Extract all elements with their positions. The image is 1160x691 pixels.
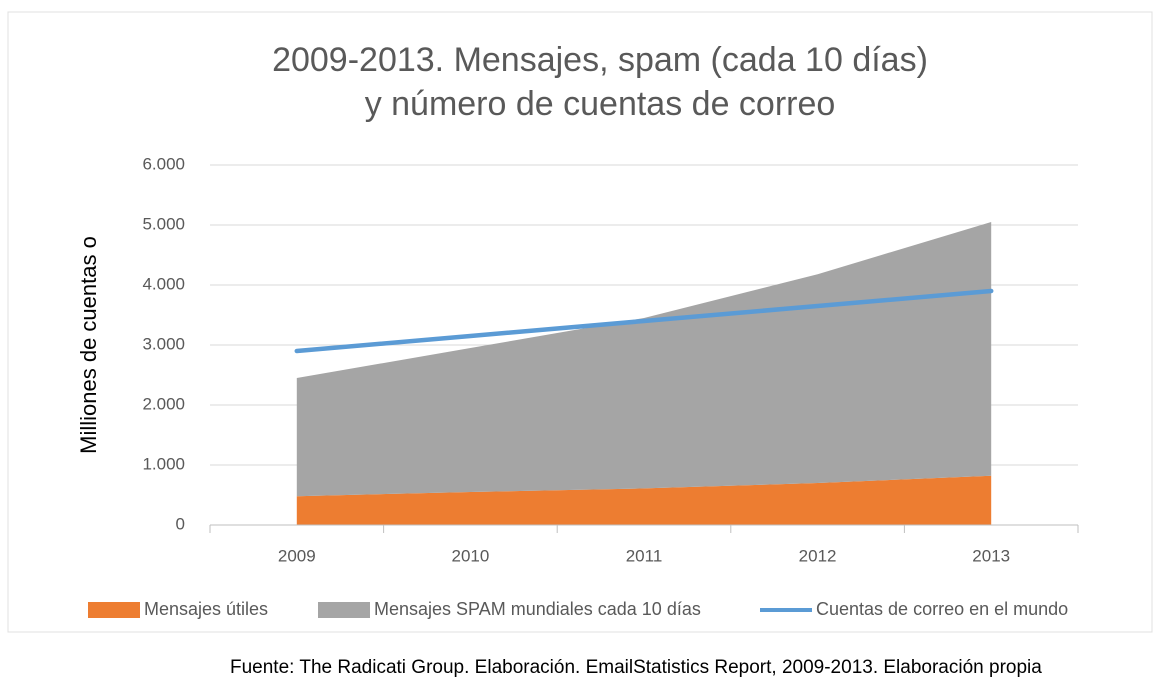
x-tick-label: 2011	[626, 546, 663, 565]
y-tick-label: 6.000	[142, 154, 185, 173]
source-note: Fuente: The Radicati Group. Elaboración.…	[230, 657, 1042, 678]
x-tick-label: 2009	[278, 546, 316, 565]
area	[296, 475, 992, 525]
area	[296, 222, 992, 497]
chart-title: y número de cuentas de correo	[365, 85, 836, 123]
y-tick-label: 4.000	[142, 274, 185, 293]
y-axis-label: Milliones de cuentas o	[76, 236, 101, 454]
legend-swatch	[318, 602, 370, 618]
y-tick-label: 2.000	[142, 394, 185, 413]
y-tick-label: 3.000	[142, 334, 185, 353]
x-tick-label: 2013	[972, 546, 1010, 565]
legend-label: Mensajes SPAM mundiales cada 10 días	[374, 599, 701, 619]
legend-swatch	[88, 602, 140, 618]
legend-label: Mensajes útiles	[144, 599, 268, 619]
line	[294, 288, 994, 354]
y-tick-label: 0	[176, 514, 185, 533]
x-tick-label: 2012	[799, 546, 837, 565]
y-tick-label: 5.000	[142, 214, 185, 233]
chart-title: 2009-2013. Mensajes, spam (cada 10 días)	[272, 41, 928, 79]
legend-label: Cuentas de correo en el mundo	[816, 599, 1068, 619]
x-tick-label: 2010	[451, 546, 489, 565]
y-tick-label: 1.000	[142, 454, 185, 473]
